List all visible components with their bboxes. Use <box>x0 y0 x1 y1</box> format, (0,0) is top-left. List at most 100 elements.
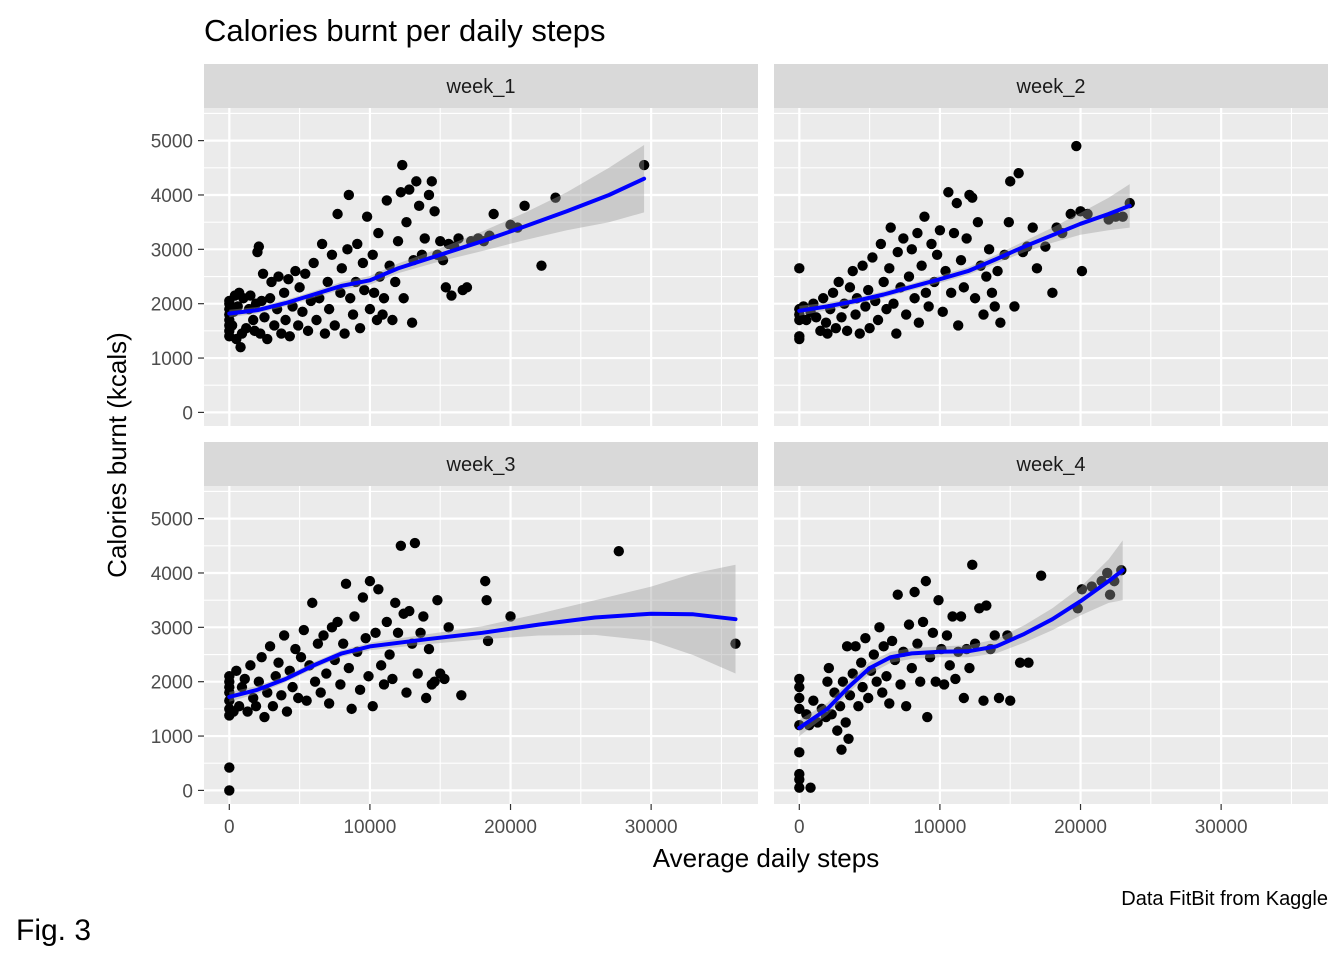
data-point <box>387 673 398 685</box>
data-point <box>860 633 871 644</box>
data-point <box>231 665 242 677</box>
data-point <box>360 633 371 644</box>
data-point <box>293 320 304 331</box>
data-point <box>264 293 276 304</box>
data-point <box>242 706 253 717</box>
data-point <box>390 276 401 288</box>
panel-week_4: week_4 0 10000 20000 30000 <box>774 442 1328 838</box>
data-point <box>841 641 853 652</box>
data-point <box>346 703 357 715</box>
data-point <box>319 328 331 339</box>
data-point <box>878 641 889 652</box>
y-tick-label: 3000 <box>151 240 193 261</box>
data-point <box>290 643 301 655</box>
panel-week_3: week_3 0 1000 2000 3000 4000 5000 0 10000 20000 30… <box>151 442 758 838</box>
data-point <box>933 594 944 606</box>
data-point <box>340 578 352 590</box>
data-point <box>955 611 967 622</box>
data-point <box>453 233 464 244</box>
data-point <box>844 690 856 701</box>
data-point <box>415 627 426 638</box>
data-point <box>1027 222 1038 233</box>
data-point <box>426 176 437 187</box>
figure-label: Fig. 3 <box>16 914 91 947</box>
data-point <box>278 630 290 641</box>
smooth-line <box>797 568 1125 730</box>
data-point <box>256 652 267 663</box>
data-point <box>284 331 295 342</box>
data-point <box>951 197 962 209</box>
x-tick-label: 30000 <box>1195 817 1248 838</box>
data-point <box>359 284 370 296</box>
data-point <box>913 317 925 328</box>
data-point <box>801 314 812 326</box>
data-point <box>343 662 355 674</box>
data-point <box>794 331 805 342</box>
data-point <box>878 276 889 288</box>
data-point <box>967 192 978 203</box>
data-point <box>322 276 333 288</box>
data-point <box>446 290 457 301</box>
data-point <box>730 638 741 649</box>
data-point <box>290 265 301 277</box>
data-point <box>1104 589 1116 600</box>
data-point <box>843 733 854 744</box>
data-point <box>253 676 265 687</box>
data-point <box>373 584 384 595</box>
data-point <box>392 235 404 247</box>
data-point <box>224 671 235 682</box>
data-point <box>638 159 650 171</box>
data-point <box>874 622 885 633</box>
data-point <box>226 320 238 331</box>
data-point <box>955 255 967 266</box>
data-point <box>794 263 805 274</box>
data-point <box>309 676 321 687</box>
data-point <box>536 260 547 271</box>
data-point <box>505 611 516 622</box>
data-point <box>830 322 842 334</box>
data-point <box>927 627 939 638</box>
data-point <box>255 328 266 339</box>
data-point <box>794 703 805 715</box>
data-point <box>419 233 430 244</box>
x-tick-label: 0 <box>224 817 235 838</box>
data-point <box>834 700 846 712</box>
data-point <box>235 341 246 353</box>
data-point <box>420 692 432 704</box>
data-point <box>1005 695 1016 706</box>
data-point <box>456 690 467 701</box>
data-point <box>945 287 957 299</box>
data-point <box>909 586 920 598</box>
data-point <box>916 260 927 271</box>
panel-strip-label: week_2 <box>1016 76 1086 98</box>
data-point <box>924 652 936 663</box>
data-point <box>993 692 1005 704</box>
data-point <box>384 649 395 660</box>
data-point <box>906 662 917 674</box>
data-point <box>898 233 909 244</box>
data-point <box>1040 241 1051 252</box>
panel-week_1: week_1 0 1000 2000 3000 4000 5000 <box>151 64 758 426</box>
data-point <box>958 692 970 704</box>
data-point <box>390 597 401 609</box>
data-point <box>857 260 868 271</box>
x-tick-label: 30000 <box>625 817 678 838</box>
data-point <box>378 679 390 690</box>
data-point <box>891 328 902 339</box>
data-point <box>293 692 304 704</box>
data-point <box>387 314 398 326</box>
confidence-band <box>229 145 645 318</box>
data-point <box>278 287 290 299</box>
data-point <box>992 265 1003 277</box>
data-point <box>273 271 284 282</box>
data-point <box>986 287 998 299</box>
data-point <box>395 540 407 551</box>
data-point <box>269 320 280 331</box>
y-tick-label: 1000 <box>151 727 193 748</box>
x-tick-label: 20000 <box>1054 817 1107 838</box>
data-point <box>443 622 454 633</box>
data-point <box>481 594 492 606</box>
panel-background <box>204 108 758 426</box>
data-point <box>941 630 953 641</box>
panel-strip-label: week_1 <box>446 76 516 98</box>
